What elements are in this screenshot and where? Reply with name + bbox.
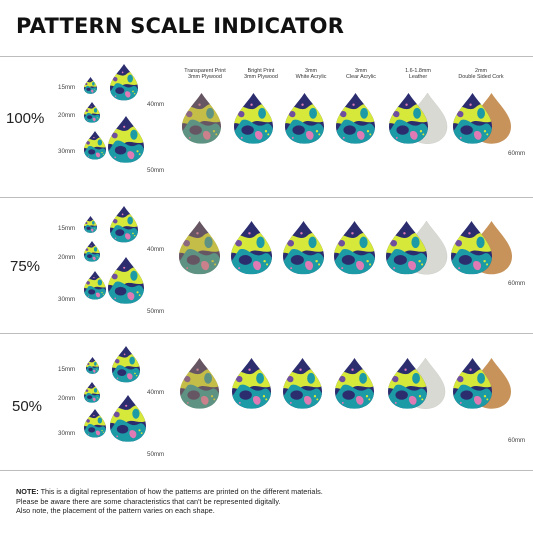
divider-top <box>0 56 533 57</box>
material-label-transparent-plywood: Transparent Print 3mm Plywood <box>184 68 226 81</box>
size-label-20mm: 20mm <box>58 112 76 119</box>
note-bold-label: NOTE: <box>16 487 39 496</box>
size-label-30mm: 30mm <box>58 430 76 437</box>
material-label-clear-acrylic: 3mm Clear Acrylic <box>346 68 376 81</box>
size-label-40mm: 40mm <box>147 101 165 108</box>
size-label-15mm: 15mm <box>58 366 76 373</box>
material-label-cork: 2mm Double Sided Cork <box>458 68 504 81</box>
size-label-15mm: 15mm <box>58 225 76 232</box>
size-label-50mm: 50mm <box>147 308 165 315</box>
size-label-30mm: 30mm <box>58 148 76 155</box>
material-label-leather: 1.6-1.8mm Leather <box>405 68 431 81</box>
divider-middle-2 <box>0 333 533 334</box>
size-label-50mm: 50mm <box>147 451 165 458</box>
material-label-white-acrylic: 3mm White Acrylic <box>295 68 327 81</box>
size-label-40mm: 40mm <box>147 246 165 253</box>
size-label-20mm: 20mm <box>58 254 76 261</box>
size-label-30mm: 30mm <box>58 296 76 303</box>
size-label-40mm: 40mm <box>147 389 165 396</box>
scale-label-50: 50% <box>12 398 43 415</box>
size-label-15mm: 15mm <box>58 84 76 91</box>
note-text: NOTE: This is a digital representation o… <box>16 487 323 516</box>
size-label-60mm: 60mm <box>508 150 526 157</box>
divider-bottom <box>0 470 533 471</box>
size-label-60mm: 60mm <box>508 437 526 444</box>
page-title: PATTERN SCALE INDICATOR <box>16 14 345 38</box>
size-label-60mm: 60mm <box>508 280 526 287</box>
scale-label-100: 100% <box>6 110 45 127</box>
size-label-50mm: 50mm <box>147 167 165 174</box>
divider-middle-1 <box>0 197 533 198</box>
size-label-20mm: 20mm <box>58 395 76 402</box>
material-label-bright-plywood: Bright Print 3mm Plywood <box>244 68 278 81</box>
scale-label-75: 75% <box>10 258 41 275</box>
